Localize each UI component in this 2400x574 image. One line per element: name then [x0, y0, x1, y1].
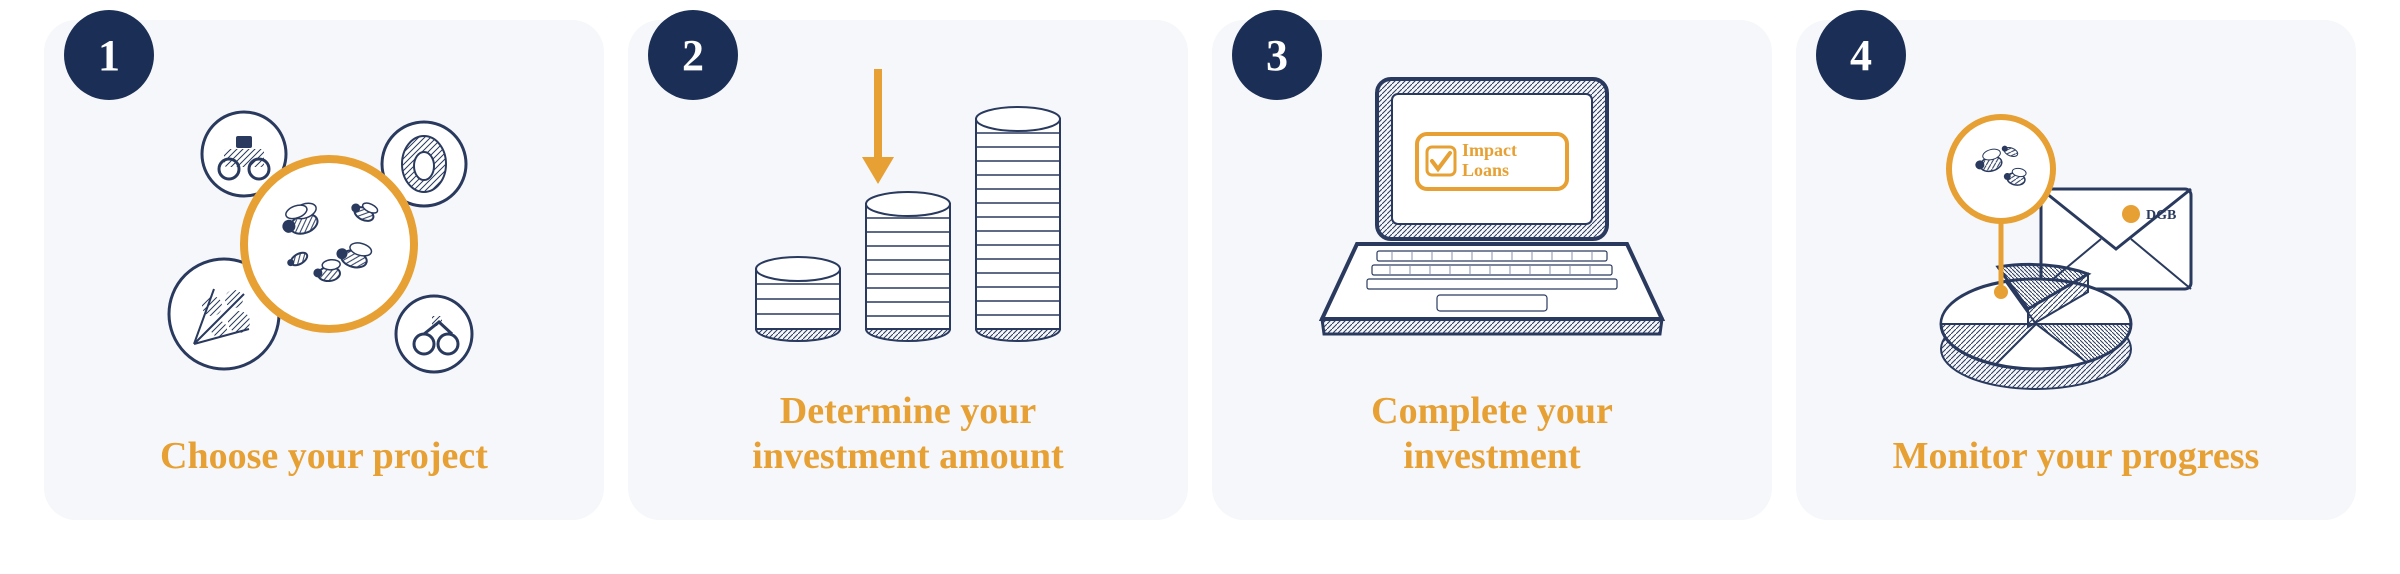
- laptop-icon: Impact Loans: [1282, 49, 1702, 369]
- step-badge-4: 4: [1816, 10, 1906, 100]
- step-card-2: 2: [628, 20, 1188, 520]
- step-number: 1: [98, 30, 120, 81]
- step-number: 3: [1266, 30, 1288, 81]
- step-card-4: 4 DGB: [1796, 20, 2356, 520]
- coin-stacks-icon: [698, 49, 1118, 369]
- screen-text-line1: Impact: [1462, 140, 1517, 160]
- envelope-label: DGB: [2146, 208, 2176, 223]
- step-badge-1: 1: [64, 10, 154, 100]
- monitor-progress-icon: DGB: [1866, 94, 2286, 414]
- step-caption: Monitor your progress: [1873, 434, 2280, 480]
- step-caption: Complete your investment: [1351, 389, 1633, 480]
- choose-project-icon: [114, 94, 534, 414]
- step-badge-3: 3: [1232, 10, 1322, 100]
- step-number: 2: [682, 30, 704, 81]
- step-number: 4: [1850, 30, 1872, 81]
- step-card-3: 3 Impact Loans: [1212, 20, 1772, 520]
- step-card-1: 1: [44, 20, 604, 520]
- step-caption: Determine your investment amount: [732, 389, 1083, 480]
- step-caption: Choose your project: [140, 434, 508, 480]
- screen-text-line2: Loans: [1462, 160, 1509, 180]
- step-badge-2: 2: [648, 10, 738, 100]
